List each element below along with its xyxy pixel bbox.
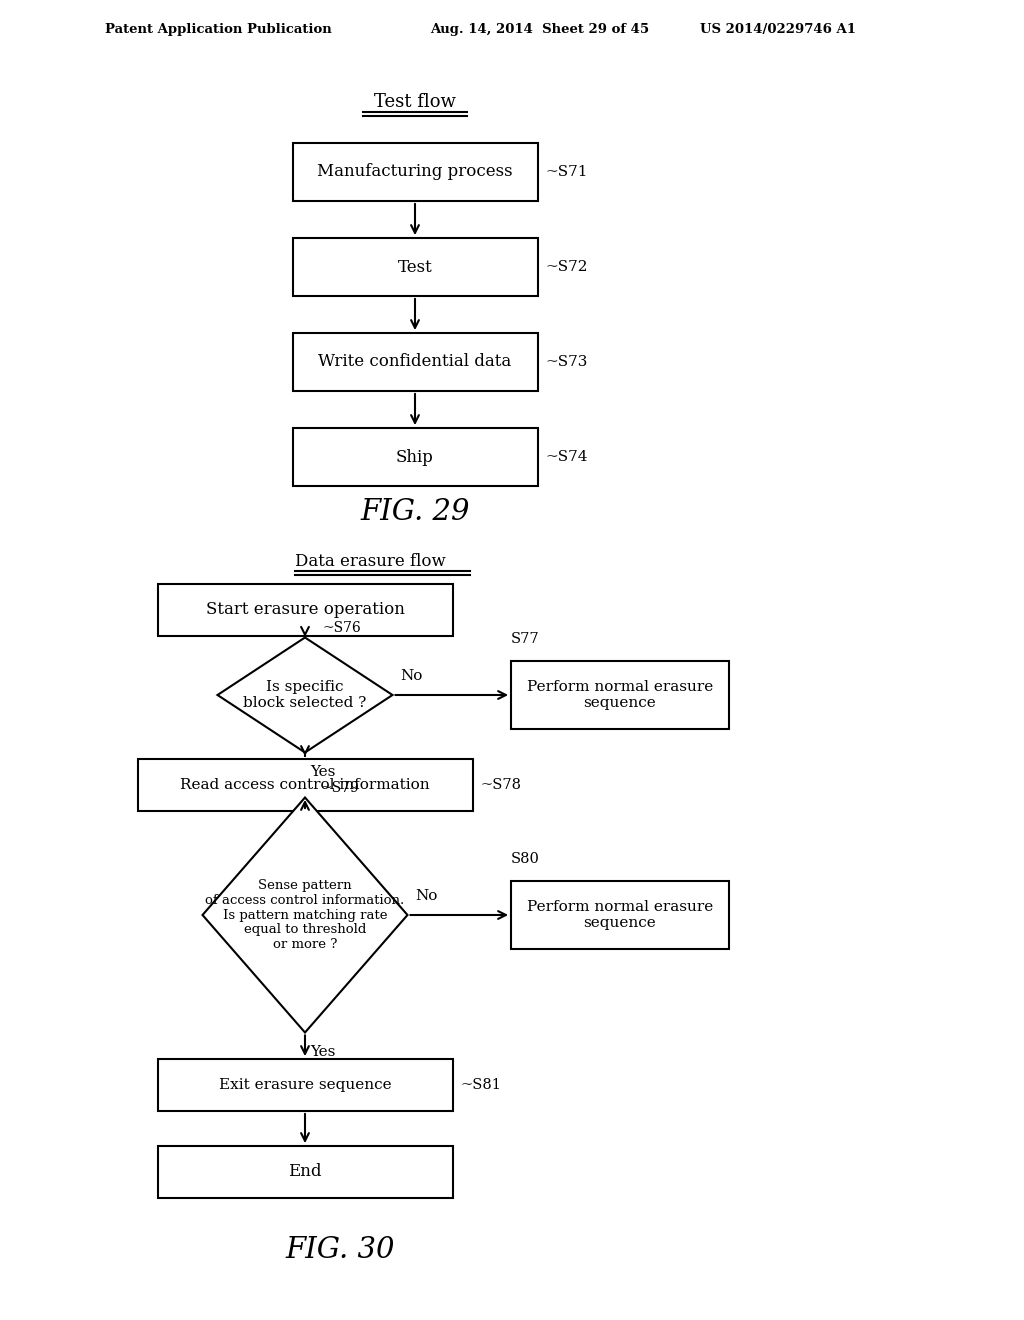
- Polygon shape: [203, 797, 408, 1032]
- FancyBboxPatch shape: [511, 880, 729, 949]
- FancyBboxPatch shape: [511, 661, 729, 729]
- Text: No: No: [400, 669, 423, 682]
- FancyBboxPatch shape: [137, 759, 472, 810]
- Text: Is specific
block selected ?: Is specific block selected ?: [244, 680, 367, 710]
- FancyBboxPatch shape: [293, 428, 538, 486]
- Text: Sense pattern
of access control information.
Is pattern matching rate
equal to t: Sense pattern of access control informat…: [206, 879, 404, 952]
- Text: Yes: Yes: [310, 764, 336, 779]
- FancyBboxPatch shape: [293, 333, 538, 391]
- Text: Perform normal erasure
sequence: Perform normal erasure sequence: [527, 680, 713, 710]
- FancyBboxPatch shape: [158, 583, 453, 636]
- Text: Ship: Ship: [396, 449, 434, 466]
- Text: ~S74: ~S74: [546, 450, 588, 465]
- Text: ~S73: ~S73: [546, 355, 588, 370]
- Text: ~S79: ~S79: [319, 780, 358, 795]
- Text: ~S72: ~S72: [546, 260, 588, 275]
- Text: Test flow: Test flow: [374, 92, 456, 111]
- Text: Read access control information: Read access control information: [180, 777, 430, 792]
- Text: ~S76: ~S76: [323, 620, 361, 635]
- Text: Test: Test: [397, 259, 432, 276]
- Text: Manufacturing process: Manufacturing process: [317, 164, 513, 181]
- Text: ~S78: ~S78: [480, 777, 521, 792]
- Text: S80: S80: [511, 851, 540, 866]
- FancyBboxPatch shape: [158, 1146, 453, 1199]
- Text: Write confidential data: Write confidential data: [318, 354, 512, 371]
- Text: S77: S77: [511, 632, 540, 645]
- FancyBboxPatch shape: [293, 238, 538, 296]
- Text: Start erasure operation: Start erasure operation: [206, 602, 404, 619]
- Text: Exit erasure sequence: Exit erasure sequence: [219, 1078, 391, 1092]
- Text: Data erasure flow: Data erasure flow: [295, 553, 445, 570]
- Text: Aug. 14, 2014  Sheet 29 of 45: Aug. 14, 2014 Sheet 29 of 45: [430, 24, 649, 37]
- Text: Patent Application Publication: Patent Application Publication: [105, 24, 332, 37]
- Text: End: End: [288, 1163, 322, 1180]
- Text: FIG. 30: FIG. 30: [286, 1236, 394, 1265]
- FancyBboxPatch shape: [158, 1059, 453, 1111]
- Text: Yes: Yes: [310, 1044, 336, 1059]
- Polygon shape: [217, 638, 392, 752]
- Text: ~S81: ~S81: [461, 1078, 502, 1092]
- FancyBboxPatch shape: [293, 143, 538, 201]
- Text: US 2014/0229746 A1: US 2014/0229746 A1: [700, 24, 856, 37]
- Text: ~S71: ~S71: [546, 165, 588, 180]
- Text: Perform normal erasure
sequence: Perform normal erasure sequence: [527, 900, 713, 931]
- Text: No: No: [416, 888, 438, 903]
- Text: FIG. 29: FIG. 29: [360, 498, 470, 525]
